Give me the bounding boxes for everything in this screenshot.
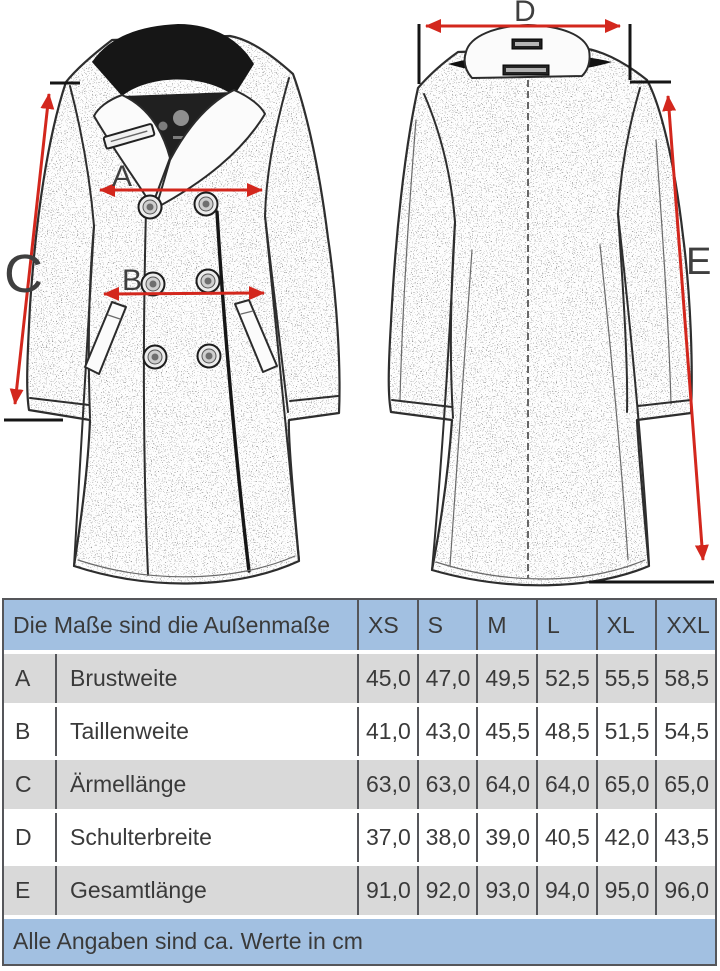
button <box>193 191 219 217</box>
button <box>195 268 221 294</box>
row-value: 64,0 <box>476 760 536 809</box>
coat-back-illustration <box>387 24 693 587</box>
row-label: Taillenweite <box>55 707 357 756</box>
row-value: 63,0 <box>357 760 417 809</box>
back-hem-line <box>435 559 646 580</box>
row-value: 54,5 <box>655 707 715 756</box>
row-value: 51,5 <box>595 707 656 756</box>
row-value: 65,0 <box>595 760 656 809</box>
row-label: Brustweite <box>55 654 357 703</box>
size-table: Die Maße sind die Außenmaße XS S M L XL … <box>2 598 717 966</box>
size-col-l: L <box>536 600 596 650</box>
front-left-lapel <box>93 94 171 207</box>
row-value: 48,5 <box>536 707 596 756</box>
row-value: 55,5 <box>595 654 656 703</box>
back-right-princess-seam <box>599 244 629 561</box>
collar-size-tag <box>502 64 550 76</box>
table-header-row: Die Maße sind die Außenmaße XS S M L XL … <box>4 600 715 650</box>
coat-front-illustration <box>26 24 341 585</box>
front-coat-texture <box>27 36 340 584</box>
front-right-armhole-seam <box>264 77 290 217</box>
table-title: Die Maße sind die Außenmaße <box>4 600 357 650</box>
size-col-m: M <box>476 600 536 650</box>
row-value: 43,0 <box>416 707 477 756</box>
row-key: D <box>15 824 32 850</box>
row-value: 64,0 <box>536 760 596 809</box>
row-key: E <box>4 866 55 915</box>
front-right-side-seam <box>264 215 300 561</box>
table-row-aermellaenge: C Ärmellänge 63,0 63,0 64,0 64,0 65,0 65… <box>4 760 715 809</box>
back-left-cuff <box>391 399 453 408</box>
row-key: C <box>4 760 55 809</box>
row-label: Ärmellänge <box>55 760 357 809</box>
row-value: 52,5 <box>536 654 596 703</box>
size-col-xl: XL <box>595 600 656 650</box>
front-opening-left-edge <box>142 209 149 576</box>
table-footer-note: Alle Angaben sind ca. Werte in cm <box>4 919 715 964</box>
button <box>196 343 222 369</box>
row-key: A <box>4 654 55 703</box>
size-col-s: S <box>416 600 477 650</box>
row-value: 95,0 <box>595 866 656 915</box>
size-col-xs: XS <box>357 600 417 650</box>
row-value: 47,0 <box>416 654 477 703</box>
row-value: 45,0 <box>357 654 417 703</box>
back-right-side-seam <box>617 213 650 565</box>
button <box>142 344 168 370</box>
row-value: 49,5 <box>476 654 536 703</box>
back-left-princess-seam <box>449 249 473 567</box>
size-col-xxl: XXL <box>655 600 715 650</box>
button <box>137 194 163 220</box>
back-right-armhole-seam <box>617 87 641 215</box>
row-value: 94,0 <box>536 866 596 915</box>
front-left-side-seam <box>73 225 95 567</box>
back-left-side-seam <box>431 221 456 571</box>
front-right-lapel <box>155 89 266 209</box>
breast-welt <box>102 123 156 150</box>
row-value: 42,0 <box>595 813 656 862</box>
back-left-armhole-seam <box>423 93 456 223</box>
collar-brand-tag <box>511 38 543 50</box>
table-row-gesamtlaenge: E Gesamtlänge 91,0 92,0 93,0 94,0 95,0 9… <box>4 866 715 915</box>
back-left-sleeve-seam <box>399 119 417 401</box>
front-left-armhole-seam <box>69 85 95 227</box>
row-value: 39,0 <box>476 813 536 862</box>
row-value: 37,0 <box>357 813 417 862</box>
front-hem-line <box>77 555 296 578</box>
row-value: 92,0 <box>416 866 477 915</box>
table-row-schulterbreite: D Schulterbreite 37,0 38,0 39,0 40,5 42,… <box>4 813 715 862</box>
row-label: Schulterbreite <box>55 813 357 862</box>
table-row-taillenweite: B Taillenweite 41,0 43,0 45,5 48,5 51,5 … <box>4 707 715 756</box>
row-value: 41,0 <box>357 707 417 756</box>
row-value: 40,5 <box>536 813 596 862</box>
row-value: 63,0 <box>416 760 477 809</box>
front-pockets <box>84 299 278 375</box>
row-value: 96,0 <box>655 866 715 915</box>
row-value: 58,5 <box>655 654 715 703</box>
back-coat-texture <box>388 48 692 586</box>
row-value: 91,0 <box>357 866 417 915</box>
button <box>140 271 166 297</box>
table-row-brustweite: A Brustweite 45,0 47,0 49,5 52,5 55,5 58… <box>4 654 715 703</box>
row-label: Gesamtlänge <box>55 866 357 915</box>
back-right-sleeve-inner <box>617 213 629 413</box>
row-key: B <box>15 718 31 744</box>
row-value: 43,5 <box>655 813 715 862</box>
coat-illustrations: A B C D E <box>4 0 714 587</box>
row-value: 93,0 <box>476 866 536 915</box>
front-right-cuff <box>289 395 339 402</box>
row-value: 45,5 <box>476 707 536 756</box>
row-value: 38,0 <box>416 813 477 862</box>
front-opening-right-edge <box>215 210 251 573</box>
row-value: 65,0 <box>655 760 715 809</box>
front-collar-dark <box>92 24 254 96</box>
